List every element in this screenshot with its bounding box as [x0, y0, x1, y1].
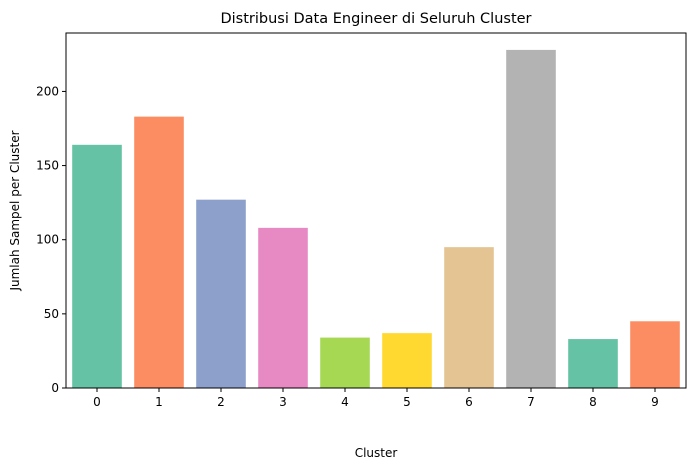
bars-group: [72, 49, 680, 389]
x-tick-label: 7: [527, 395, 535, 409]
bar-cluster-3: [258, 227, 308, 388]
y-tick-label: 50: [44, 307, 59, 321]
y-tick-label: 150: [36, 159, 59, 173]
x-tick-label: 8: [589, 395, 597, 409]
x-tick-label: 0: [93, 395, 101, 409]
x-tick-label: 6: [465, 395, 473, 409]
x-tick-label: 9: [651, 395, 659, 409]
bar-cluster-1: [134, 116, 184, 388]
chart-title: Distribusi Data Engineer di Seluruh Clus…: [220, 11, 531, 27]
bar-cluster-9: [630, 321, 680, 388]
x-tick-label: 3: [279, 395, 287, 409]
y-axis-label: Jumlah Sampel per Cluster: [8, 130, 22, 291]
bar-cluster-7: [506, 49, 556, 389]
x-tick-label: 5: [403, 395, 411, 409]
plot-frame: [65, 32, 687, 389]
bar-cluster-4: [320, 337, 370, 388]
x-axis: 0 1 2 3 4 5 6 7 8 9: [93, 388, 659, 409]
x-tick-label: 4: [341, 395, 349, 409]
x-axis-label: Cluster: [355, 446, 398, 460]
y-axis: 0 50 100 150 200: [36, 84, 66, 395]
y-tick-label: 0: [51, 381, 59, 395]
bar-cluster-0: [72, 144, 122, 388]
bar-cluster-5: [382, 333, 432, 388]
y-tick-label: 100: [36, 233, 59, 247]
bar-cluster-6: [444, 247, 494, 388]
bar-cluster-2: [196, 199, 246, 388]
y-tick-label: 200: [36, 84, 59, 98]
bar-cluster-8: [568, 339, 618, 388]
x-tick-label: 2: [217, 395, 225, 409]
x-tick-label: 1: [155, 395, 163, 409]
